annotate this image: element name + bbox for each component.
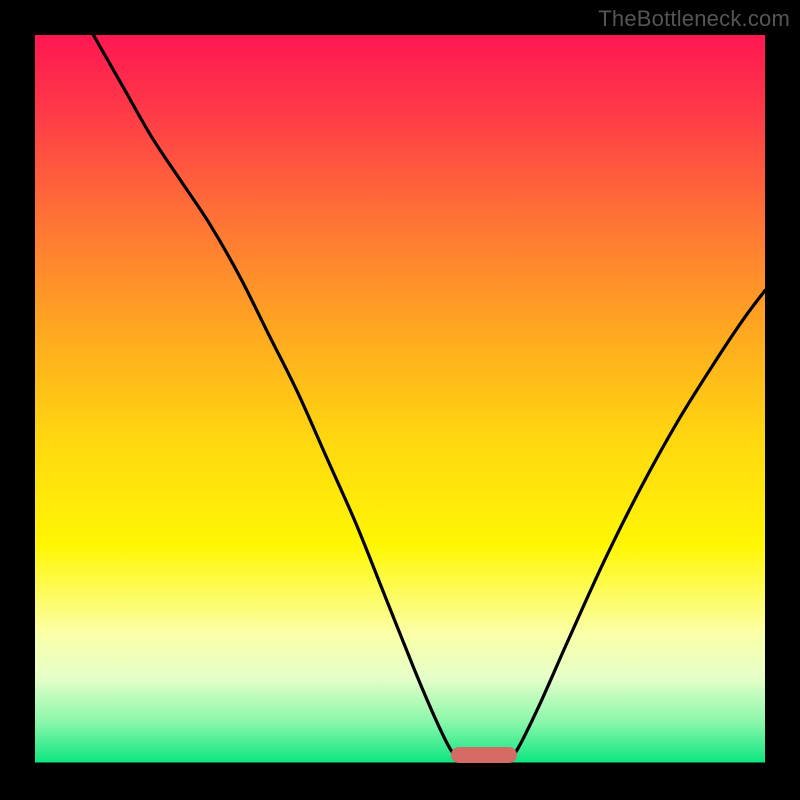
watermark-text: TheBottleneck.com — [598, 6, 790, 32]
bottleneck-curve-chart — [0, 0, 800, 800]
plot-area — [0, 0, 800, 800]
minimum-marker — [451, 747, 517, 763]
gradient-background — [35, 35, 765, 765]
chart-frame: TheBottleneck.com — [0, 0, 800, 800]
